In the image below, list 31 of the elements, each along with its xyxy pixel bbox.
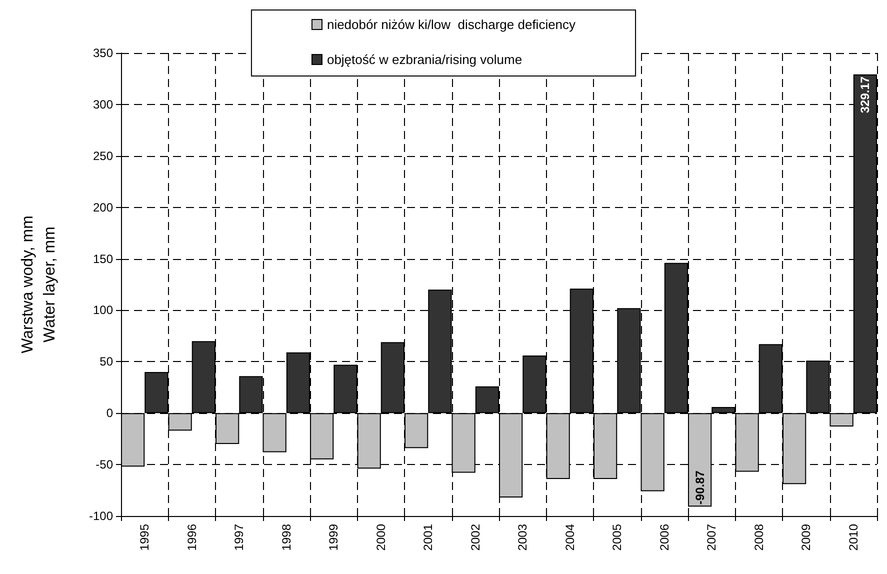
y-tick-label: 0 <box>106 406 114 420</box>
x-tick-label: 2003 <box>516 524 530 551</box>
x-tick-label: 1999 <box>326 524 341 551</box>
x-tick-label: 1996 <box>184 524 199 551</box>
y-tick-label: 200 <box>92 200 114 214</box>
y-tick-label: 250 <box>92 148 114 163</box>
y-tick-label: 50 <box>100 354 114 369</box>
data-label: -90.87 <box>692 470 707 505</box>
legend-label: niedobór niżów ki/low discharge deficiency <box>326 17 576 32</box>
y-tick-label: 150 <box>92 252 114 266</box>
x-tick-label: 2009 <box>799 524 814 551</box>
x-tick-label: 2001 <box>421 524 436 551</box>
x-tick-label: 2000 <box>374 524 388 551</box>
x-tick-label: 2010 <box>846 524 860 551</box>
y-tick-label: -100 <box>88 509 114 523</box>
y-tick-label: 300 <box>92 97 114 112</box>
legend-label: objętość w ezbrania/rising volume <box>326 52 522 67</box>
x-tick-label: 2006 <box>657 524 672 551</box>
x-tick-label: 2008 <box>752 524 766 551</box>
x-tick-label: 2005 <box>610 524 624 551</box>
x-tick-label: 2002 <box>468 524 482 551</box>
x-tick-label: 2007 <box>704 524 719 551</box>
y-tick-label: 100 <box>92 303 114 318</box>
x-tick-label: 1995 <box>138 524 152 551</box>
x-tick-label: 1997 <box>232 524 246 551</box>
y-axis-title: Warstwa wody, mm Water layer, mm <box>20 216 58 354</box>
data-label: 329.17 <box>858 76 872 114</box>
x-tick-label: 2004 <box>562 524 577 551</box>
y-tick-label: 350 <box>92 46 114 60</box>
y-tick-label: -50 <box>96 458 114 472</box>
x-tick-label: 1998 <box>279 524 294 551</box>
